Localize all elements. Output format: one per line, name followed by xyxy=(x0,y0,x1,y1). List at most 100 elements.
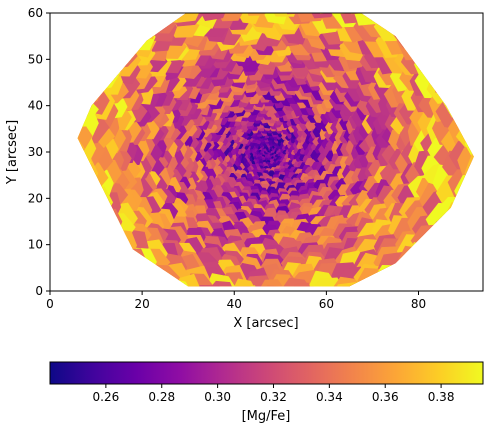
voronoi-bin-1273 xyxy=(224,0,258,5)
voronoi-bin-1417 xyxy=(365,0,405,9)
voronoi-bin-1646 xyxy=(47,292,97,339)
voronoi-bin-1569 xyxy=(92,309,134,350)
mgfe-map xyxy=(0,0,491,411)
voronoi-bin-1449 xyxy=(50,234,94,274)
voronoi-bin-1380 xyxy=(38,155,79,190)
y-tick-label-40: 40 xyxy=(28,99,43,113)
voronoi-bin-1261 xyxy=(84,207,114,238)
y-tick-label-50: 50 xyxy=(28,52,43,66)
voronoi-bin-1599 xyxy=(462,246,491,287)
voronoi-bin-1381 xyxy=(40,125,78,159)
voronoi-bin-1655 xyxy=(18,0,69,38)
voronoi-bin-1347 xyxy=(152,290,188,324)
voronoi-bin-1519 xyxy=(404,0,444,20)
voronoi-bin-1497 xyxy=(150,320,192,360)
voronoi-bin-1445 xyxy=(162,316,198,352)
voronoi-bin-1554 xyxy=(62,0,105,31)
voronoi-bin-1339 xyxy=(385,265,425,297)
voronoi-bin-1269 xyxy=(122,22,156,50)
voronoi-bin-1508 xyxy=(50,21,90,59)
voronoi-bin-1357 xyxy=(71,49,106,82)
voronoi-bin-1436 xyxy=(158,308,197,342)
voronoi-bin-1300 xyxy=(348,280,385,313)
voronoi-bin-1435 xyxy=(189,318,230,353)
voronoi-bin-1624 xyxy=(101,325,151,367)
voronoi-bin-1485 xyxy=(476,153,491,194)
voronoi-bin-1470 xyxy=(455,58,491,97)
y-tick-label-10: 10 xyxy=(28,238,43,252)
voronoi-bin-1592 xyxy=(461,17,491,61)
voronoi-bin-1231 xyxy=(279,0,312,14)
voronoi-bin-1597 xyxy=(487,183,491,221)
voronoi-bin-1480 xyxy=(331,318,376,354)
voronoi-bin-1308 xyxy=(122,264,156,295)
voronoi-bin-1439 xyxy=(78,255,117,287)
voronoi-bin-1276 xyxy=(313,0,345,14)
voronoi-bin-1491 xyxy=(361,312,404,349)
voronoi-bin-1531 xyxy=(479,189,491,229)
voronoi-bin-1427 xyxy=(426,239,465,276)
voronoi-bin-1649 xyxy=(0,200,30,243)
voronoi-bin-1346 xyxy=(180,301,220,335)
voronoi-bin-1358 xyxy=(89,29,127,59)
voronoi-bin-1383 xyxy=(53,70,88,99)
voronoi-bin-1272 xyxy=(198,0,232,11)
voronoi-bin-1441 xyxy=(42,200,83,236)
voronoi-bin-1590 xyxy=(414,0,455,10)
voronoi-bin-1369 xyxy=(303,312,337,346)
voronoi-bin-1408 xyxy=(88,3,126,41)
voronoi-bin-1614 xyxy=(458,260,491,303)
voronoi-bin-1481 xyxy=(297,326,341,363)
voronoi-bin-1579 xyxy=(39,3,83,43)
voronoi-bin-1520 xyxy=(427,2,469,41)
voronoi-bin-1600 xyxy=(437,272,485,314)
voronoi-bin-1394 xyxy=(353,0,393,10)
voronoi-bin-1536 xyxy=(369,319,413,354)
y-tick-label-20: 20 xyxy=(28,191,43,205)
voronoi-bin-1382 xyxy=(45,94,83,129)
voronoi-bin-1533 xyxy=(449,248,490,287)
voronoi-bin-1388 xyxy=(166,0,203,2)
voronoi-bin-1312 xyxy=(61,173,97,207)
voronoi-bin-1421 xyxy=(448,67,488,104)
voronoi-bin-1457 xyxy=(77,4,114,42)
voronoi-bin-1419 xyxy=(418,15,456,52)
voronoi-bin-1521 xyxy=(450,29,490,70)
voronoi-bin-1376 xyxy=(91,254,127,290)
voronoi-bin-1326 xyxy=(313,0,353,1)
colorbar-gradient xyxy=(50,362,483,384)
voronoi-bin-1360 xyxy=(133,0,171,24)
voronoi-bin-1349 xyxy=(104,258,136,290)
voronoi-bin-1377 xyxy=(72,236,107,271)
voronoi-bin-1401 xyxy=(458,146,491,180)
voronoi-bin-1340 xyxy=(364,283,397,315)
voronoi-bin-1634 xyxy=(16,16,64,57)
voronoi-bin-1526 xyxy=(456,23,491,64)
x-axis-label: X [arcsec] xyxy=(233,316,298,331)
voronoi-bin-1307 xyxy=(145,280,182,314)
voronoi-bin-1262 xyxy=(70,182,108,214)
voronoi-bin-1422 xyxy=(460,95,491,133)
voronoi-bin-1359 xyxy=(110,5,147,43)
colorbar-tick-label-6: 0.38 xyxy=(428,390,455,404)
colorbar-tick-label-2: 0.30 xyxy=(204,390,231,404)
voronoi-bin-1487 xyxy=(458,215,491,254)
colorbar-tick-label-5: 0.36 xyxy=(372,390,399,404)
voronoi-bin-1667 xyxy=(452,0,491,23)
x-tick-label-40: 40 xyxy=(227,297,242,311)
voronoi-bin-1488 xyxy=(441,247,482,281)
voronoi-bin-1528 xyxy=(485,90,491,128)
voronoi-bin-1352 xyxy=(54,184,93,218)
voronoi-bin-1440 xyxy=(56,229,98,264)
voronoi-bin-1677 xyxy=(419,305,467,351)
voronoi-bin-1341 xyxy=(336,293,373,328)
voronoi-bin-1230 xyxy=(251,0,284,11)
voronoi-bin-1310 xyxy=(83,223,118,256)
voronoi-bin-1259 xyxy=(116,249,147,282)
voronoi-bin-1384 xyxy=(65,41,104,77)
voronoi-bin-1356 xyxy=(57,75,98,108)
voronoi-bin-1486 xyxy=(470,186,491,226)
